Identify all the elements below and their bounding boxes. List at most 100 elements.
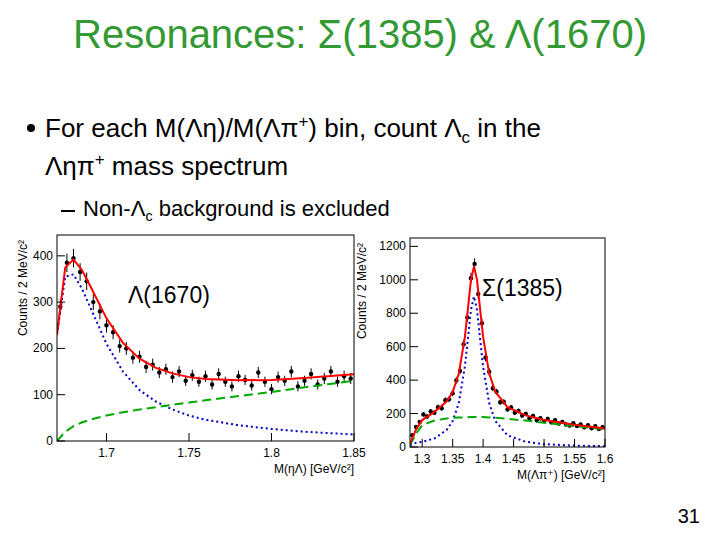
charts: 1.7 1.75 1.8 1.85 0 100 200 300 400 M(ηΛ) [GeV/c²… <box>0 0 720 540</box>
data-point <box>203 374 207 378</box>
bullet-text: For each M(Λη)/M(Λπ <box>45 113 298 143</box>
data-point <box>302 379 306 383</box>
data-point <box>118 344 122 348</box>
data-point <box>256 370 260 374</box>
bullet-line: Non-Λc background is excluded <box>83 196 390 224</box>
x-tick-label: 1.8 <box>263 446 280 460</box>
chart: 1.31.351.41.451.51.551.60200400600800100… <box>355 238 614 482</box>
data-point <box>144 365 148 369</box>
y-tick <box>410 380 418 381</box>
fit-line <box>410 266 605 443</box>
data-point <box>91 300 95 304</box>
x-axis-label: M(Λπ⁺) [GeV/c²] <box>517 468 605 482</box>
bullet-text: Non-Λ <box>83 196 145 221</box>
y-tick <box>410 346 418 347</box>
bullet-text: + <box>95 150 105 169</box>
fit-line <box>410 297 605 447</box>
data-point <box>269 387 273 391</box>
y-tick-label: 1200 <box>379 239 406 253</box>
x-tick <box>574 439 575 447</box>
y-axis-label: Counts / 2 MeV/c² <box>16 240 30 336</box>
bullet-line: Ληπ+ mass spectrum <box>45 150 288 182</box>
y-tick-label: 200 <box>386 407 406 421</box>
y-tick <box>57 441 65 442</box>
data-point <box>472 262 476 266</box>
x-tick <box>106 433 107 441</box>
data-point <box>349 376 353 380</box>
y-tick-label: 1000 <box>379 273 406 287</box>
y-tick-label: 800 <box>386 306 406 320</box>
data-point <box>184 379 188 383</box>
x-tick-label: 1.5 <box>536 452 553 466</box>
bullet-line: For each M(Λη)/M(Λπ+) bin, count Λc in t… <box>45 112 541 148</box>
page-number: 31 <box>678 505 700 528</box>
y-tick-label: 300 <box>33 295 53 309</box>
x-tick <box>544 439 545 447</box>
data-point <box>217 372 221 376</box>
x-tick-label: 1.35 <box>441 452 465 466</box>
data-point <box>170 375 174 379</box>
x-axis-label: M(ηΛ) [GeV/c²] <box>274 462 354 476</box>
y-tick-label: 100 <box>33 388 53 402</box>
x-tick <box>422 439 423 447</box>
y-tick <box>57 394 65 395</box>
y-tick <box>57 302 65 303</box>
y-tick-label: 200 <box>33 341 53 355</box>
x-tick-label: 1.4 <box>475 452 492 466</box>
fit-line <box>57 260 354 381</box>
fit-line <box>410 417 605 445</box>
bullet-text: + <box>298 112 308 131</box>
bullet-text: ) bin, count Λ <box>308 113 461 143</box>
data-point <box>250 383 254 387</box>
y-axis-label: Counts / 2 MeV/c² <box>355 243 369 339</box>
x-tick-label: 1.6 <box>597 452 614 466</box>
bullet-text: mass spectrum <box>105 151 289 181</box>
annotation: Σ(1385) <box>482 275 563 301</box>
y-tick-label: 0 <box>46 434 53 448</box>
fit-line <box>57 274 354 434</box>
x-tick <box>605 439 606 447</box>
data-point <box>236 374 240 378</box>
data-point <box>197 380 201 384</box>
y-tick-label: 400 <box>386 373 406 387</box>
annotation: Λ(1670) <box>128 282 210 308</box>
data-point <box>157 370 161 374</box>
bullet-text: background is excluded <box>153 196 390 221</box>
x-tick <box>452 439 453 447</box>
y-tick <box>57 255 65 256</box>
x-tick-label: 1.85 <box>342 446 366 460</box>
x-tick-label: 1.55 <box>563 452 587 466</box>
bullet-text: in the <box>470 113 541 143</box>
plot-area <box>57 249 354 441</box>
data-point <box>104 323 108 327</box>
data-point <box>309 372 313 376</box>
x-tick <box>483 439 484 447</box>
y-tick-label: 400 <box>33 249 53 263</box>
x-tick <box>354 433 355 441</box>
fit-line <box>57 381 354 441</box>
x-tick-label: 1.75 <box>177 446 201 460</box>
data-point <box>421 412 425 416</box>
data-point <box>230 384 234 388</box>
data-point <box>329 369 333 373</box>
x-tick-label: 1.7 <box>98 446 115 460</box>
x-tick <box>189 433 190 441</box>
bullet-dash <box>61 210 75 212</box>
bullet-dot <box>27 124 35 132</box>
bullet-text: c <box>462 128 470 147</box>
data-point <box>131 355 135 359</box>
y-tick <box>410 413 418 414</box>
slide-title: Resonances: Σ(1385) & Λ(1670) <box>0 12 720 57</box>
x-tick <box>513 439 514 447</box>
bullet-text: c <box>145 208 152 224</box>
x-tick-label: 1.3 <box>414 452 431 466</box>
data-point <box>177 369 181 373</box>
y-tick <box>410 447 418 448</box>
x-tick <box>271 433 272 441</box>
y-tick <box>410 246 418 247</box>
plot-area <box>410 258 605 446</box>
data-point <box>289 369 293 373</box>
x-tick-label: 1.45 <box>502 452 526 466</box>
y-tick-label: 0 <box>399 440 406 454</box>
plot-frame <box>410 238 605 447</box>
